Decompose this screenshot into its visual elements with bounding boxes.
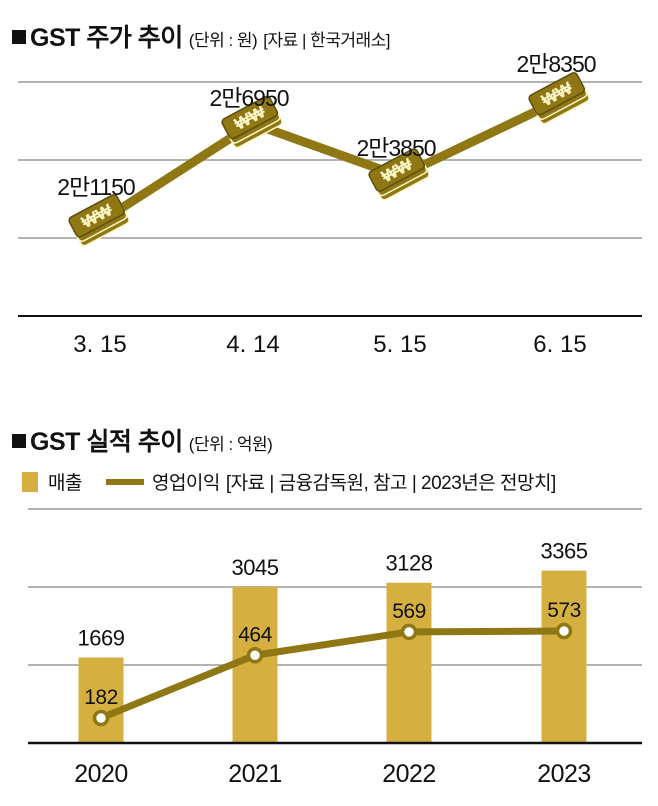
operating-profit-point <box>92 709 110 727</box>
x-tick-label: 2021 <box>228 760 282 788</box>
legend-label-sales: 매출 <box>48 473 82 494</box>
legend-swatch-operating-profit <box>105 478 144 485</box>
x-tick-label: 6. 15 <box>533 331 586 358</box>
sales-value-label: 3128 <box>386 551 433 576</box>
earnings-chart-title-text: GST 실적 추이 <box>30 428 183 456</box>
operating-profit-value-label: 182 <box>84 686 118 709</box>
operating-profit-value-label: 464 <box>238 623 272 646</box>
sales-value-label: 3365 <box>541 539 588 564</box>
data-label: 2만3850 <box>356 135 435 161</box>
legend-source-note: [자료 | 금융감독원, 참고 | 2023년은 전망치] <box>225 473 556 494</box>
earnings-legend: 매출 영업이익 [자료 | 금융감독원, 참고 | 2023년은 전망치] <box>22 468 556 495</box>
square-bullet-icon <box>12 434 26 448</box>
sales-bar <box>78 657 124 743</box>
x-tick-label: 2023 <box>537 760 591 788</box>
money-stack-top <box>528 72 586 116</box>
stock-source-note: [자료 | 한국거래소] <box>263 31 391 50</box>
won-money-stack-icon: ₩₩ <box>221 95 283 149</box>
legend-swatch-sales <box>22 471 38 492</box>
x-tick-label: 2022 <box>382 760 436 788</box>
data-label: 2만1150 <box>57 174 135 200</box>
data-label: 2만8350 <box>516 51 595 77</box>
x-tick-label: 5. 15 <box>373 331 426 358</box>
sales-bar <box>541 570 587 743</box>
x-tick-label: 2020 <box>74 760 128 788</box>
legend-label-operating-profit: 영업이익 <box>151 473 220 494</box>
x-tick-label: 4. 14 <box>226 331 279 358</box>
money-stack-top <box>221 95 279 140</box>
operating-profit-line <box>99 627 565 722</box>
stock-chart-title: GST 주가 추이 (단위 : 원) [자료 | 한국거래소] <box>12 18 391 54</box>
operating-profit-value-label: 573 <box>547 599 581 622</box>
operating-profit-value-label: 569 <box>392 600 426 623</box>
data-label: 2만6950 <box>209 85 288 111</box>
stock-chart-title-text: GST 주가 추이 <box>30 24 183 52</box>
sales-value-label: 3045 <box>232 555 279 580</box>
money-stack-top <box>68 194 126 238</box>
operating-profit-point <box>400 623 418 641</box>
operating-profit-point <box>555 622 573 640</box>
earnings-chart-title: GST 실적 추이 (단위 : 억원) <box>12 422 273 458</box>
earnings-unit-note: (단위 : 억원) <box>188 435 273 454</box>
sales-bar <box>386 582 432 743</box>
sales-value-label: 1669 <box>78 625 125 650</box>
won-money-stack-icon: ₩₩ <box>68 194 130 247</box>
money-stack-top <box>368 148 426 192</box>
stock-price-line <box>97 95 562 226</box>
x-tick-label: 3. 15 <box>73 331 126 358</box>
square-bullet-icon <box>12 30 26 44</box>
stock-unit-note: (단위 : 원) <box>188 31 258 50</box>
operating-profit-point <box>246 647 264 664</box>
